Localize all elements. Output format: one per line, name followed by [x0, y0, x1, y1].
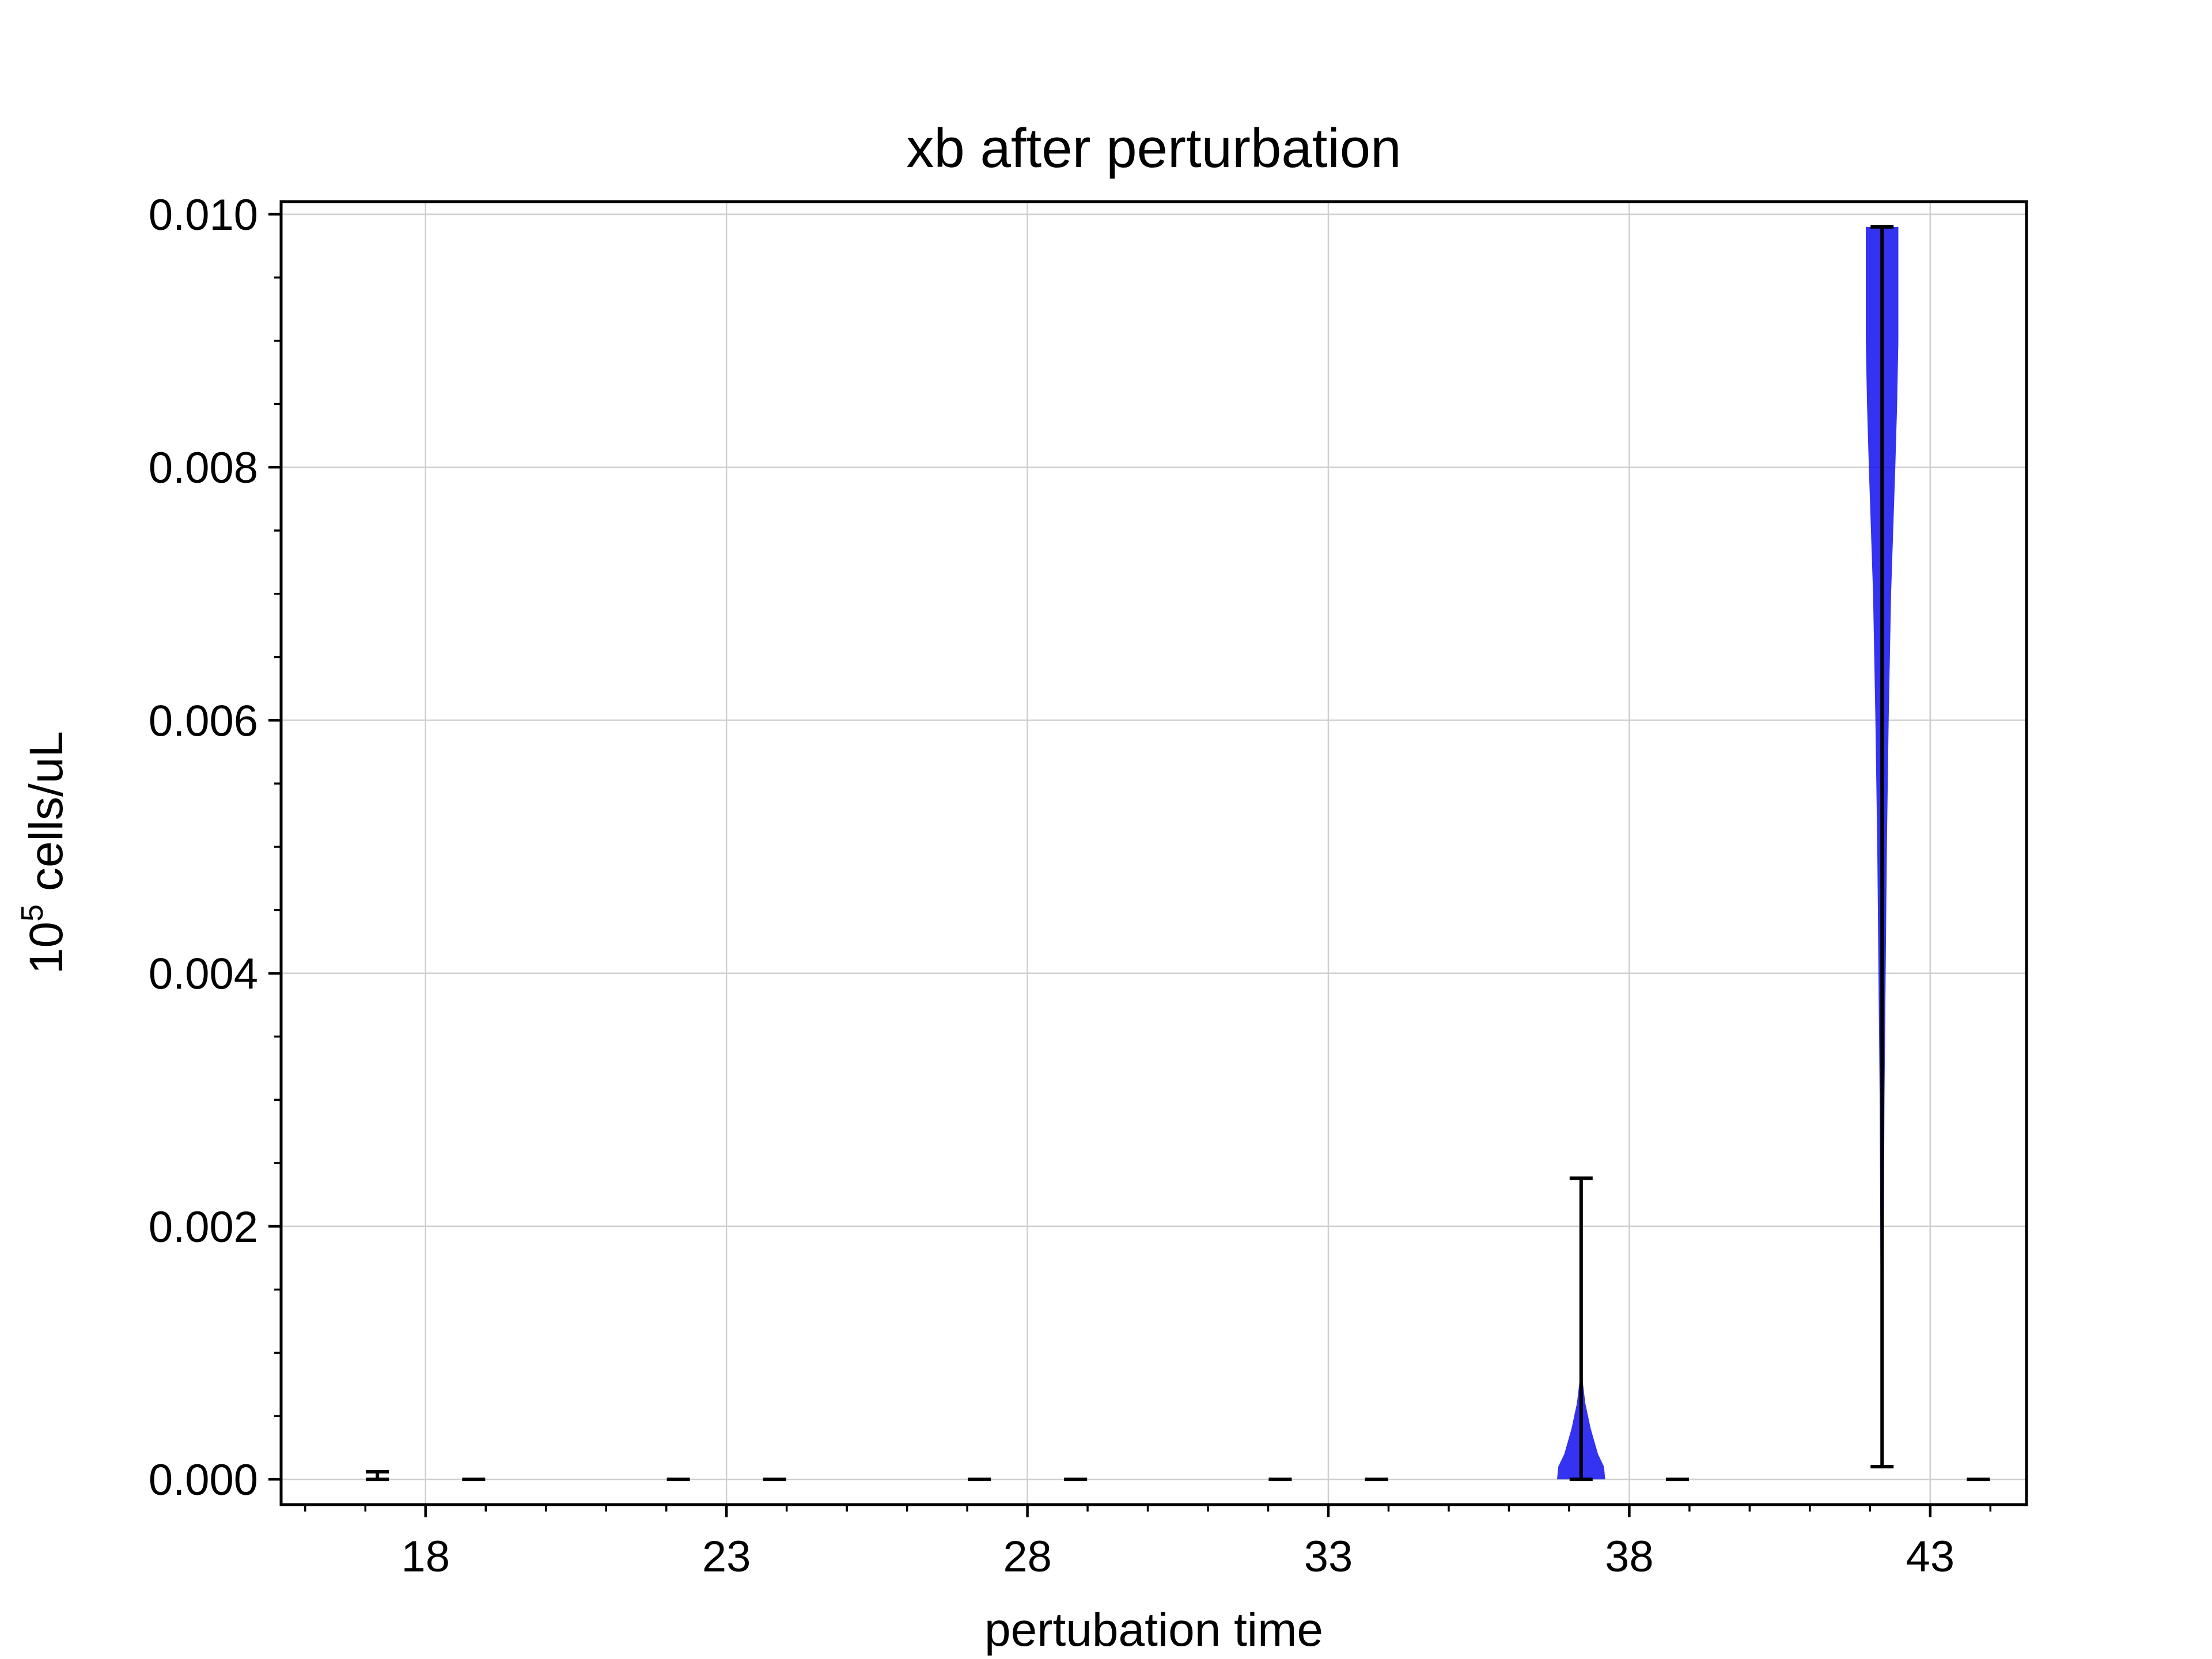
y-tick-label: 0.008	[149, 444, 258, 493]
x-tick-label: 43	[1906, 1532, 1955, 1581]
y-axis-label: 105 cells/uL	[15, 731, 73, 974]
x-tick-label: 38	[1605, 1532, 1654, 1581]
grid	[281, 202, 2027, 1505]
y-tick-label: 0.006	[149, 696, 258, 745]
x-tick-label: 23	[702, 1532, 751, 1581]
plot-frame	[279, 200, 2028, 1506]
x-tick-label: 18	[401, 1532, 450, 1581]
y-axis-label-unit: cells/uL	[20, 731, 73, 904]
x-tick-label: 33	[1304, 1532, 1353, 1581]
y-tick-label: 0.000	[149, 1456, 258, 1505]
y-axis-label-base: 10	[20, 922, 73, 974]
x-tick-label: 28	[1003, 1532, 1052, 1581]
y-axis-label-exponent: 5	[15, 904, 50, 922]
chart-title: xb after perturbation	[906, 118, 1401, 179]
x-axis-label: pertubation time	[984, 1604, 1323, 1656]
axis-ticks: 18 23 28 33 38 43 0.000 0.002 0.004 0.006 0.008 0.0…	[149, 191, 1992, 1581]
range-bars	[366, 225, 1990, 1482]
y-tick-label: 0.002	[149, 1203, 258, 1252]
y-tick-label: 0.010	[149, 191, 258, 240]
y-tick-label: 0.004	[149, 950, 258, 999]
violins	[1557, 226, 1899, 1480]
